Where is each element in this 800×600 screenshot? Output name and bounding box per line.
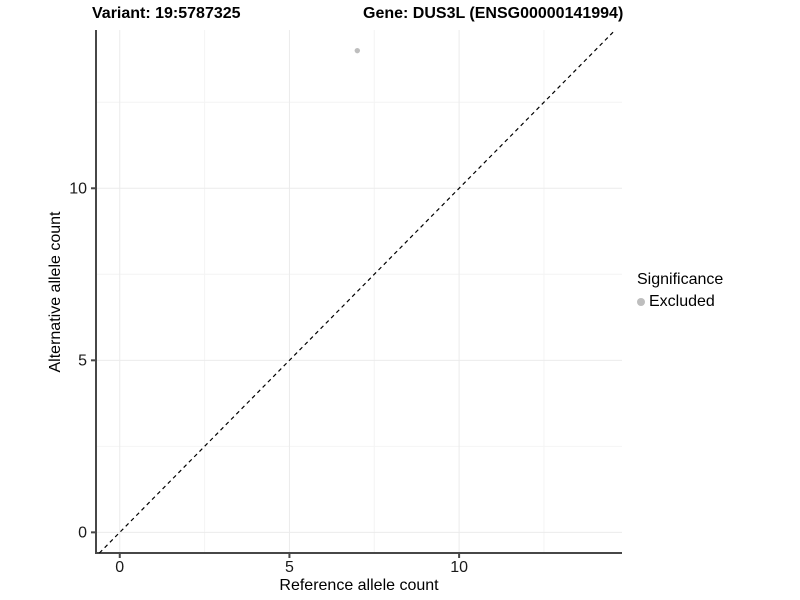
x-tick-label: 5 — [285, 559, 294, 576]
y-axis-label: Alternative allele count — [47, 211, 64, 373]
legend-point-icon — [637, 297, 645, 306]
legend-entry-label: Excluded — [649, 293, 715, 310]
y-tick-label: 10 — [69, 180, 87, 197]
x-tick-label: 10 — [450, 559, 468, 576]
y-tick-label: 5 — [78, 352, 87, 369]
variant-title: Variant: 19:5787325 — [92, 5, 241, 22]
legend-title: Significance — [637, 271, 724, 288]
legend-entry-excluded: Excluded — [637, 292, 723, 311]
gene-title: Gene: DUS3L (ENSG00000141994) — [363, 5, 624, 22]
x-tick-label: 0 — [115, 559, 124, 576]
legend: Significance Excluded — [637, 270, 723, 311]
x-axis-label: Reference allele count — [279, 577, 439, 594]
data-point-excluded — [354, 47, 361, 54]
identity-line — [98, 29, 616, 554]
y-tick-label: 0 — [78, 524, 87, 541]
